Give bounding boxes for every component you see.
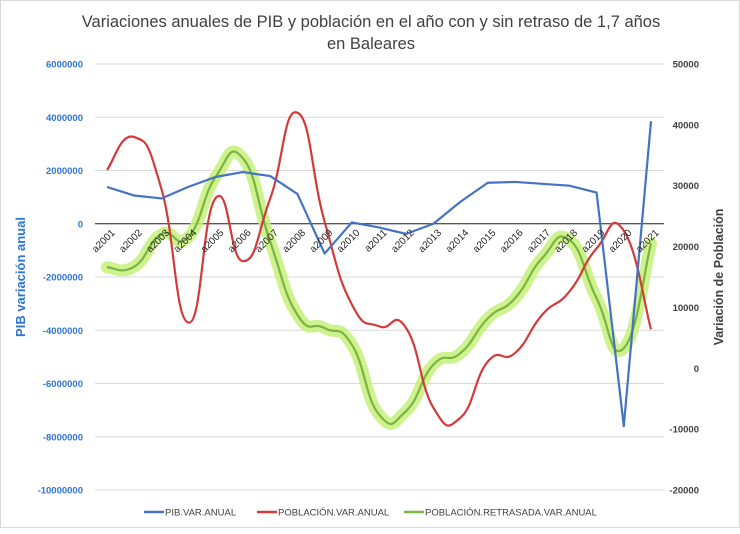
- x-tick-label: a2001: [90, 227, 118, 255]
- chart-title-line-2: en Baleares: [327, 35, 415, 53]
- x-tick-label: a2014: [444, 227, 472, 255]
- y-left-tick-label: -8000000: [43, 432, 83, 443]
- x-tick-label: a2011: [363, 227, 390, 254]
- y-left-tick-label: -2000000: [43, 273, 83, 284]
- y-left-tick-label: 4000000: [46, 113, 83, 124]
- y-right-tick-label: 20000: [673, 242, 699, 253]
- y-axis-left-title: PIB variación anual: [13, 217, 28, 337]
- y-right-tick-label: 10000: [673, 303, 699, 314]
- series-line: [107, 121, 651, 426]
- x-tick-label: a2009: [308, 227, 336, 255]
- y-left-tick-label: 2000000: [46, 166, 83, 177]
- y-left-tick-label: -4000000: [43, 326, 83, 337]
- series-poblaci-n-var-anual: [107, 112, 651, 425]
- series-pib-var-anual: [107, 121, 651, 426]
- y-right-tick-label: -10000: [669, 425, 699, 436]
- x-tick-label: a2010: [335, 227, 363, 255]
- x-tick-label: a2008: [281, 227, 309, 255]
- series-line: [107, 112, 651, 425]
- chart-title-line-1: Variaciones anuales de PIB y población e…: [82, 13, 660, 31]
- y-left-tick-label: -6000000: [43, 379, 83, 390]
- y-left-tick-label: 0: [78, 219, 83, 230]
- y-right-tick-label: -20000: [669, 486, 699, 497]
- legend-label: PIB.VAR.ANUAL: [165, 508, 236, 519]
- x-tick-label: a2005: [199, 227, 227, 255]
- x-tick-label: a2020: [607, 227, 635, 255]
- legend: PIB.VAR.ANUAL POBLACIÓN.VAR.ANUAL POBLACIÓ…: [144, 508, 597, 519]
- y-right-tick-label: 40000: [673, 120, 699, 131]
- y-left-tick-label: -10000000: [38, 486, 83, 497]
- legend-label: POBLACIÓN.RETRASADA.VAR.ANUAL: [425, 508, 597, 519]
- x-tick-label: a2016: [498, 227, 526, 255]
- y-axis-right-title: Variación de Población: [712, 209, 726, 346]
- y-right-tick-label: 50000: [673, 60, 699, 71]
- y-right-tick-label: 0: [694, 364, 699, 375]
- legend-label: POBLACIÓN.VAR.ANUAL: [278, 508, 389, 519]
- x-tick-label: a2013: [417, 227, 445, 255]
- y-right-tick-label: 30000: [673, 181, 699, 192]
- x-tick-label: a2015: [471, 227, 499, 255]
- y-left-tick-label: 6000000: [46, 60, 83, 71]
